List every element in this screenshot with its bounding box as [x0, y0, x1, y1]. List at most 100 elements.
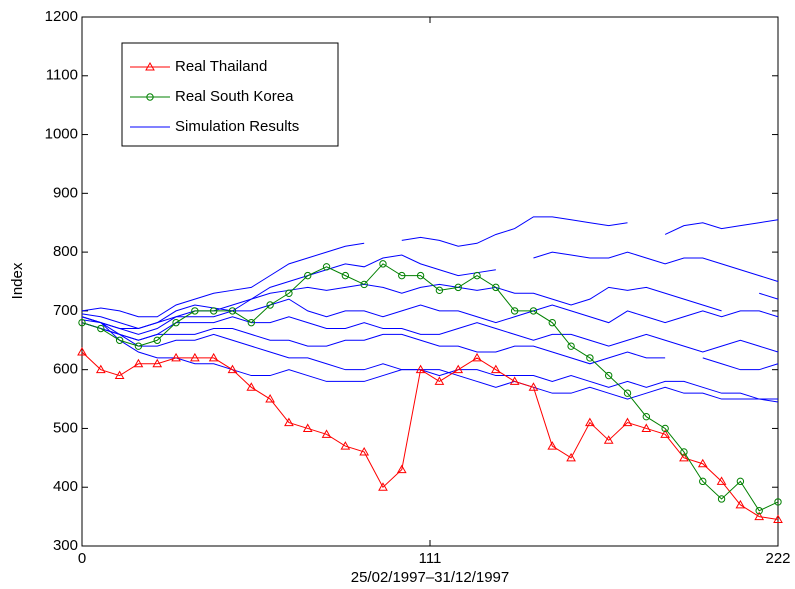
marker	[227, 364, 238, 374]
marker	[322, 263, 331, 271]
marker	[622, 417, 633, 427]
marker	[265, 394, 275, 403]
y-axis-label: Index	[9, 262, 26, 299]
y-tick-label: 1200	[45, 8, 78, 25]
marker	[115, 336, 124, 344]
marker	[548, 318, 556, 327]
marker	[285, 289, 293, 297]
x-tick-label: 222	[765, 550, 790, 567]
marker	[473, 271, 481, 280]
series-line	[81, 351, 779, 521]
marker	[398, 271, 406, 280]
marker	[509, 376, 520, 385]
marker	[605, 371, 613, 380]
marker	[302, 423, 313, 432]
marker	[95, 364, 106, 374]
marker	[510, 307, 519, 315]
marker	[396, 464, 407, 474]
series-line	[81, 316, 779, 403]
marker	[679, 452, 689, 462]
y-tick-label: 1100	[46, 67, 78, 84]
marker	[359, 446, 370, 456]
legend-box	[121, 42, 339, 147]
marker	[547, 441, 558, 450]
marker	[97, 324, 105, 333]
marker	[755, 507, 763, 515]
y-tick-label: 900	[53, 184, 78, 201]
marker	[133, 358, 144, 368]
marker	[434, 376, 445, 385]
x-tick-label: 0	[78, 550, 86, 567]
marker	[453, 364, 464, 374]
marker	[435, 286, 444, 295]
series-line	[81, 283, 779, 335]
marker	[304, 271, 312, 280]
series-line	[81, 316, 779, 371]
y-tick-label: 700	[53, 302, 78, 319]
marker	[208, 352, 219, 362]
marker	[171, 352, 181, 362]
y-tick-label: 600	[53, 361, 78, 378]
marker	[454, 283, 462, 292]
y-tick-label: 500	[53, 419, 78, 436]
marker	[680, 448, 688, 456]
marker	[341, 271, 350, 280]
marker	[172, 318, 180, 327]
marker	[77, 347, 87, 356]
marker	[586, 354, 594, 362]
marker	[774, 498, 782, 506]
marker	[660, 429, 670, 438]
marker	[228, 307, 237, 315]
x-tick-label: 111	[419, 550, 442, 567]
marker	[735, 499, 746, 509]
y-tick-label: 1000	[45, 126, 78, 143]
series-line	[81, 316, 779, 353]
marker	[284, 417, 294, 427]
marker	[641, 423, 652, 432]
marker	[145, 61, 155, 71]
marker	[585, 417, 595, 427]
marker	[209, 307, 218, 315]
marker	[472, 352, 482, 362]
marker	[152, 358, 163, 368]
marker	[773, 514, 783, 524]
y-tick-label: 800	[53, 243, 78, 260]
marker	[415, 364, 426, 374]
marker	[247, 318, 255, 327]
marker	[340, 441, 351, 450]
series-line	[81, 216, 779, 318]
marker	[416, 271, 425, 280]
marker	[754, 511, 765, 521]
series-line	[81, 322, 778, 400]
marker	[146, 93, 154, 101]
marker	[529, 307, 538, 315]
legend-label: Simulation Results	[175, 118, 299, 135]
marker	[603, 435, 614, 444]
marker	[716, 476, 727, 485]
marker	[360, 280, 368, 289]
marker	[153, 336, 161, 344]
legend-label: Real South Korea	[175, 88, 294, 105]
marker	[321, 429, 332, 438]
marker	[697, 458, 708, 468]
marker	[528, 382, 539, 391]
marker	[736, 477, 745, 486]
marker	[191, 307, 199, 315]
marker	[490, 364, 501, 374]
x-axis-label: 25/02/1997–31/12/1997	[351, 569, 510, 586]
marker	[78, 318, 86, 327]
marker	[566, 452, 576, 462]
marker	[661, 424, 669, 433]
y-tick-label: 300	[53, 537, 78, 554]
marker	[134, 342, 143, 350]
marker	[246, 382, 257, 391]
marker	[492, 283, 500, 292]
legend-label: Real Thailand	[175, 58, 267, 75]
marker	[623, 389, 632, 397]
y-tick-label: 400	[53, 478, 78, 495]
marker	[567, 342, 575, 350]
marker	[379, 260, 387, 268]
marker	[378, 482, 388, 491]
marker	[266, 301, 274, 309]
